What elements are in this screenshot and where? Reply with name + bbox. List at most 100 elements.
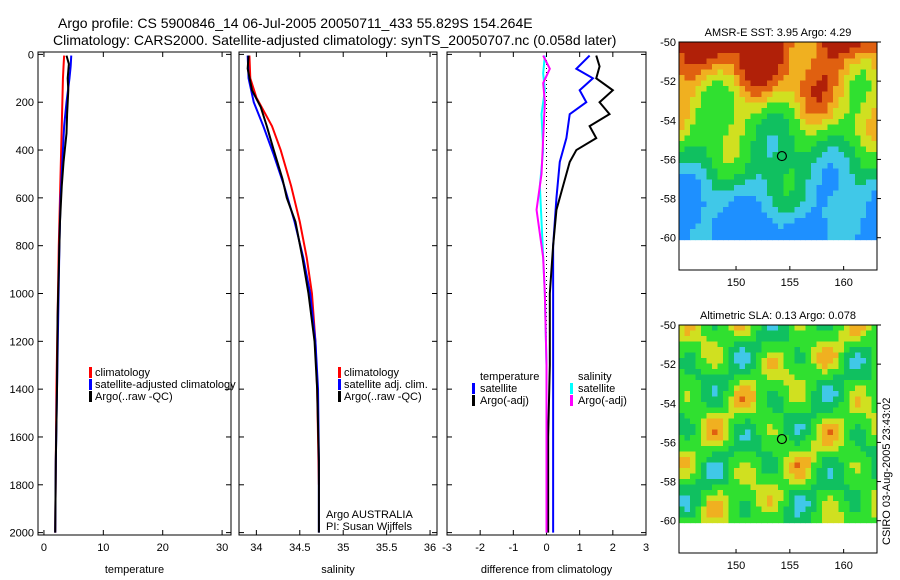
map-cell — [767, 91, 773, 98]
map-cell — [761, 64, 768, 70]
map-cell — [849, 58, 856, 65]
map-cell — [706, 201, 713, 208]
map-cell — [794, 385, 801, 392]
map-cell — [723, 407, 729, 414]
map-cell — [805, 135, 812, 142]
map-cell — [794, 108, 801, 114]
map-cell — [772, 113, 779, 120]
map-cell — [767, 517, 773, 524]
argo-location-marker — [776, 150, 788, 162]
y-tick-label: 0 — [28, 49, 34, 61]
map-cell — [822, 58, 828, 65]
map-cell — [728, 352, 735, 359]
map-cell — [734, 429, 740, 436]
map-cell — [679, 86, 685, 92]
legend-entry: climatology — [344, 367, 400, 379]
map-cell — [690, 341, 696, 348]
map-cell — [750, 201, 757, 208]
map-cell — [761, 352, 768, 359]
map-cell — [783, 341, 790, 348]
map-cell — [767, 352, 773, 359]
map-cell — [695, 435, 702, 441]
map-cell — [712, 352, 718, 359]
map-cell — [723, 196, 729, 202]
map-cell — [723, 391, 729, 397]
map-cell — [855, 229, 861, 235]
map-cell — [871, 218, 878, 224]
map-cell — [728, 75, 735, 81]
map-cell — [827, 53, 834, 59]
map-cell — [783, 174, 790, 180]
map-cell — [745, 190, 751, 197]
map-cell — [728, 451, 735, 458]
map-cell — [855, 506, 861, 513]
map-cell — [805, 75, 812, 81]
map-cell — [833, 402, 839, 408]
map-cell — [855, 347, 861, 353]
map-cell — [717, 457, 724, 463]
legend-entry: Argo(..raw -QC) — [344, 391, 422, 403]
map-cell — [838, 413, 845, 419]
map-cell — [756, 341, 762, 348]
map-cell — [816, 113, 823, 120]
map-cell — [772, 374, 779, 381]
map-cell — [728, 124, 735, 131]
map-cell — [844, 185, 850, 191]
map-cell — [767, 234, 773, 241]
map-cell — [745, 141, 751, 147]
map-cell — [822, 86, 828, 92]
map-cell — [789, 229, 795, 235]
title-line-1: Argo profile: CS 5900846_14 06-Jul-2005 … — [58, 15, 533, 31]
map-cell — [761, 75, 768, 81]
map-cell — [822, 424, 828, 430]
map-cell — [761, 190, 768, 197]
map-cell — [778, 190, 784, 197]
map-cell — [833, 47, 839, 54]
map-cell — [827, 185, 834, 191]
map-cell — [866, 440, 872, 447]
map-cell — [844, 91, 850, 98]
map-cell — [739, 47, 746, 54]
map-cell — [684, 157, 691, 164]
map-cell — [679, 130, 685, 136]
map-cell — [767, 207, 773, 213]
map-cell — [756, 190, 762, 197]
map-cell — [778, 341, 784, 348]
map-cell — [800, 385, 806, 392]
map-cell — [783, 396, 790, 403]
map-cell — [706, 402, 713, 408]
map-cell — [734, 385, 740, 392]
map-cell — [767, 413, 773, 419]
map-cell — [706, 229, 713, 235]
map-cell — [855, 157, 861, 164]
map-cell — [794, 42, 801, 48]
map-cell — [783, 196, 790, 202]
map-cell — [695, 119, 702, 125]
map-cell — [816, 501, 823, 507]
map-cell — [772, 462, 779, 469]
map-cell — [717, 435, 724, 441]
map-cell — [712, 424, 718, 430]
map-cell — [717, 413, 724, 419]
map-cell — [794, 58, 801, 65]
map-cell — [679, 484, 685, 491]
map-cell — [679, 495, 685, 502]
map-cell — [827, 446, 834, 452]
map-cell — [816, 218, 823, 224]
map-cell — [866, 429, 872, 436]
map-cell — [690, 234, 696, 241]
map-cell — [778, 130, 784, 136]
map-cell — [838, 91, 845, 98]
x-tick-label: -1 — [508, 542, 518, 554]
map-cell — [860, 512, 867, 518]
map-cell — [701, 435, 707, 441]
map-cell — [767, 358, 773, 364]
map-cell — [750, 212, 757, 219]
map-cell — [717, 223, 724, 230]
y-tick-label: 1600 — [10, 432, 34, 444]
map-cell — [827, 341, 834, 348]
map-cell — [701, 64, 707, 70]
map-cell — [794, 146, 801, 153]
map-cell — [871, 190, 878, 197]
